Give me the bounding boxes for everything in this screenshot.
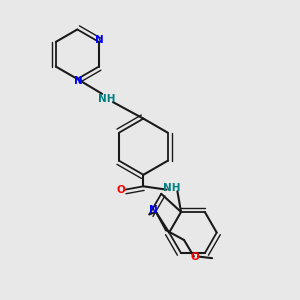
Text: O: O bbox=[190, 252, 199, 262]
Text: N: N bbox=[74, 76, 82, 85]
Text: N: N bbox=[95, 35, 104, 45]
Text: O: O bbox=[117, 184, 126, 195]
Text: NH: NH bbox=[163, 183, 180, 193]
Text: NH: NH bbox=[98, 94, 116, 104]
Text: N: N bbox=[149, 205, 158, 215]
